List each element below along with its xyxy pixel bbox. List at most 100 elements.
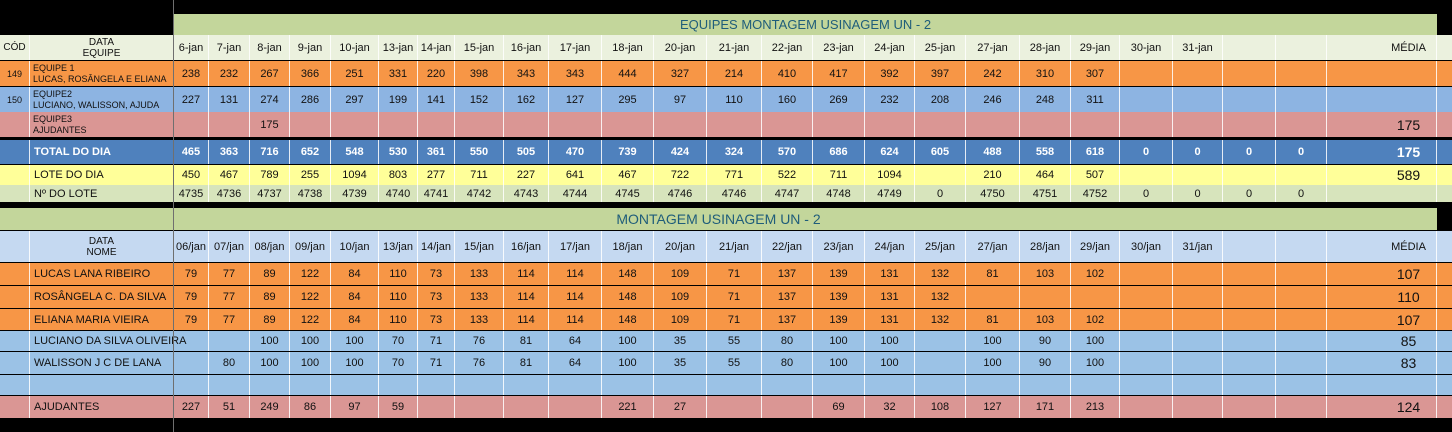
numlote-value-13[interactable]: 4746 bbox=[707, 185, 762, 202]
team-1-value-18[interactable]: 242 bbox=[966, 61, 1020, 86]
person-3-value-17[interactable]: 132 bbox=[915, 309, 966, 330]
total-value-18[interactable]: 488 bbox=[966, 140, 1020, 164]
bottom-date-col-23[interactable] bbox=[1223, 231, 1276, 262]
lote-media[interactable]: 589 bbox=[1381, 165, 1437, 185]
bottom-date-col-8[interactable]: 15/jan bbox=[455, 231, 504, 262]
person-2-value-17[interactable]: 132 bbox=[915, 286, 966, 308]
person-4-value-8[interactable]: 76 bbox=[455, 331, 504, 351]
team-3-value-20[interactable] bbox=[1071, 112, 1120, 137]
team-2-value-23[interactable] bbox=[1223, 87, 1276, 112]
team-1-value-11[interactable]: 444 bbox=[602, 61, 654, 86]
person-7-value-8[interactable] bbox=[455, 396, 504, 418]
person-3-value-23[interactable] bbox=[1223, 309, 1276, 330]
team-1-value-9[interactable]: 343 bbox=[504, 61, 549, 86]
lote-value-14[interactable]: 522 bbox=[762, 165, 813, 185]
person-3-value-13[interactable]: 71 bbox=[707, 309, 762, 330]
lote-value-16[interactable]: 1094 bbox=[865, 165, 915, 185]
person-7-value-4[interactable]: 86 bbox=[290, 396, 331, 418]
person-1-value-17[interactable]: 132 bbox=[915, 263, 966, 285]
top-date-col-13[interactable]: 21-jan bbox=[707, 35, 762, 60]
team-name[interactable]: EQUIPE 1 LUCAS, ROSÂNGELA E ELIANA bbox=[30, 61, 174, 86]
top-date-col-7[interactable]: 14-jan bbox=[418, 35, 455, 60]
person-5-value-6[interactable]: 70 bbox=[379, 352, 418, 374]
person-7-value-7[interactable] bbox=[418, 396, 455, 418]
lote-label[interactable]: LOTE DO DIA bbox=[30, 165, 174, 185]
team-1-value-6[interactable]: 331 bbox=[379, 61, 418, 86]
person-4-value-18[interactable]: 100 bbox=[966, 331, 1020, 351]
top-date-col-16[interactable]: 24-jan bbox=[865, 35, 915, 60]
top-date-col-10[interactable]: 17-jan bbox=[549, 35, 602, 60]
team-2-value-10[interactable]: 127 bbox=[549, 87, 602, 112]
team-3-value-5[interactable] bbox=[331, 112, 379, 137]
numlote-value-22[interactable]: 0 bbox=[1173, 185, 1223, 202]
numlote-value-6[interactable]: 4740 bbox=[379, 185, 418, 202]
team-1-value-19[interactable]: 310 bbox=[1020, 61, 1071, 86]
team-2-value-1[interactable]: 227 bbox=[174, 87, 209, 112]
team-1-value-23[interactable] bbox=[1223, 61, 1276, 86]
person-6-value-22[interactable] bbox=[1173, 375, 1223, 395]
team-3-value-24[interactable] bbox=[1276, 112, 1327, 137]
person-1-value-10[interactable]: 114 bbox=[549, 263, 602, 285]
total-value-15[interactable]: 686 bbox=[813, 140, 865, 164]
team-1-value-2[interactable]: 232 bbox=[209, 61, 250, 86]
person-6-value-18[interactable] bbox=[966, 375, 1020, 395]
team-2-value-18[interactable]: 246 bbox=[966, 87, 1020, 112]
person-7-value-15[interactable]: 69 bbox=[813, 396, 865, 418]
person-7-value-18[interactable]: 127 bbox=[966, 396, 1020, 418]
top-date-col-4[interactable]: 9-jan bbox=[290, 35, 331, 60]
person-7-value-22[interactable] bbox=[1173, 396, 1223, 418]
top-date-col-12[interactable]: 20-jan bbox=[654, 35, 707, 60]
person-4-value-16[interactable]: 100 bbox=[865, 331, 915, 351]
team-2-value-9[interactable]: 162 bbox=[504, 87, 549, 112]
person-1-value-1[interactable]: 79 bbox=[174, 263, 209, 285]
team-3-value-18[interactable] bbox=[966, 112, 1020, 137]
top-date-col-2[interactable]: 7-jan bbox=[209, 35, 250, 60]
person-6-value-24[interactable] bbox=[1276, 375, 1327, 395]
person-6-value-7[interactable] bbox=[418, 375, 455, 395]
team-2-value-2[interactable]: 131 bbox=[209, 87, 250, 112]
person-6-value-4[interactable] bbox=[290, 375, 331, 395]
person-3-value-18[interactable]: 81 bbox=[966, 309, 1020, 330]
person-7-value-14[interactable] bbox=[762, 396, 813, 418]
numlote-value-3[interactable]: 4737 bbox=[250, 185, 290, 202]
lote-value-24[interactable] bbox=[1276, 165, 1327, 185]
numlote-value-24[interactable]: 0 bbox=[1276, 185, 1327, 202]
person-6-value-9[interactable] bbox=[504, 375, 549, 395]
team-1-value-14[interactable]: 410 bbox=[762, 61, 813, 86]
team-3-value-17[interactable] bbox=[915, 112, 966, 137]
lote-value-4[interactable]: 255 bbox=[290, 165, 331, 185]
bottom-date-col-17[interactable]: 25/jan bbox=[915, 231, 966, 262]
total-value-10[interactable]: 470 bbox=[549, 140, 602, 164]
person-4-value-22[interactable] bbox=[1173, 331, 1223, 351]
lote-value-2[interactable]: 467 bbox=[209, 165, 250, 185]
person-7-value-19[interactable]: 171 bbox=[1020, 396, 1071, 418]
team-1-value-7[interactable]: 220 bbox=[418, 61, 455, 86]
person-3-value-5[interactable]: 84 bbox=[331, 309, 379, 330]
person-7-value-1[interactable]: 227 bbox=[174, 396, 209, 418]
person-5-value-17[interactable] bbox=[915, 352, 966, 374]
person-6-value-5[interactable] bbox=[331, 375, 379, 395]
numlote-value-19[interactable]: 4751 bbox=[1020, 185, 1071, 202]
total-value-24[interactable]: 0 bbox=[1276, 140, 1327, 164]
person-7-value-13[interactable] bbox=[707, 396, 762, 418]
total-value-17[interactable]: 605 bbox=[915, 140, 966, 164]
lote-value-20[interactable]: 507 bbox=[1071, 165, 1120, 185]
person-7-value-21[interactable] bbox=[1120, 396, 1173, 418]
person-2-value-3[interactable]: 89 bbox=[250, 286, 290, 308]
total-value-6[interactable]: 530 bbox=[379, 140, 418, 164]
person-2-value-11[interactable]: 148 bbox=[602, 286, 654, 308]
person-1-value-2[interactable]: 77 bbox=[209, 263, 250, 285]
team-1-value-8[interactable]: 398 bbox=[455, 61, 504, 86]
person-4-value-6[interactable]: 70 bbox=[379, 331, 418, 351]
person-5-value-22[interactable] bbox=[1173, 352, 1223, 374]
person-3-value-21[interactable] bbox=[1120, 309, 1173, 330]
team-3-value-13[interactable] bbox=[707, 112, 762, 137]
person-3-value-8[interactable]: 133 bbox=[455, 309, 504, 330]
person-media[interactable]: 124 bbox=[1381, 396, 1437, 418]
person-4-value-7[interactable]: 71 bbox=[418, 331, 455, 351]
person-media[interactable]: 107 bbox=[1381, 263, 1437, 285]
person-3-value-1[interactable]: 79 bbox=[174, 309, 209, 330]
person-6-value-14[interactable] bbox=[762, 375, 813, 395]
person-5-value-20[interactable]: 100 bbox=[1071, 352, 1120, 374]
person-name[interactable]: LUCIANO DA SILVA OLIVEIRA bbox=[30, 331, 186, 351]
